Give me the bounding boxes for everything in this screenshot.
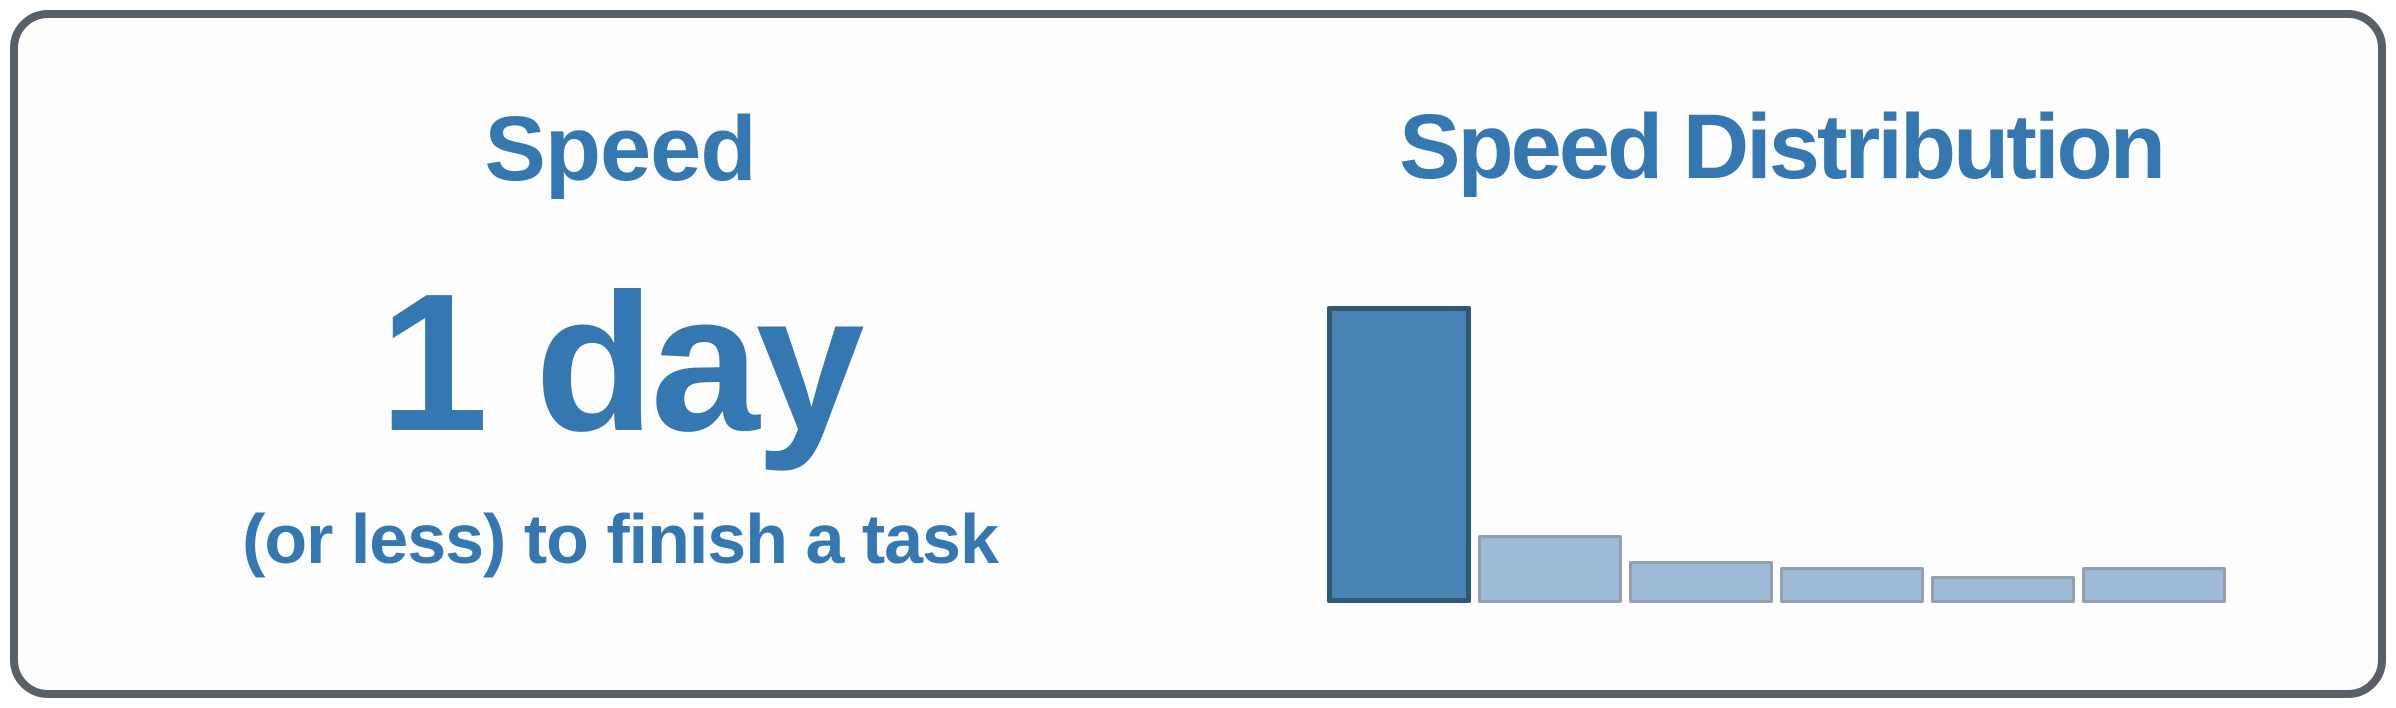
speed-distribution-panel: Speed Distribution: [1222, 18, 2340, 690]
speed-distribution-heading: Speed Distribution: [1399, 96, 2166, 198]
distribution-bar-2: [1478, 535, 1622, 603]
distribution-bar-1: [1327, 306, 1471, 603]
distribution-bar-3: [1629, 561, 1773, 603]
speed-stat-panel: Speed 1 day (or less) to finish a task: [18, 18, 1222, 690]
speed-distribution-chart: [1327, 306, 2227, 603]
distribution-bar-5: [1931, 576, 2075, 603]
distribution-bar-6: [2082, 567, 2226, 603]
speed-heading: Speed: [484, 98, 756, 200]
stat-card: Speed 1 day (or less) to finish a task S…: [10, 10, 2386, 698]
speed-value: 1 day: [379, 253, 864, 472]
distribution-bar-4: [1780, 567, 1924, 603]
speed-subtitle: (or less) to finish a task: [242, 500, 999, 578]
